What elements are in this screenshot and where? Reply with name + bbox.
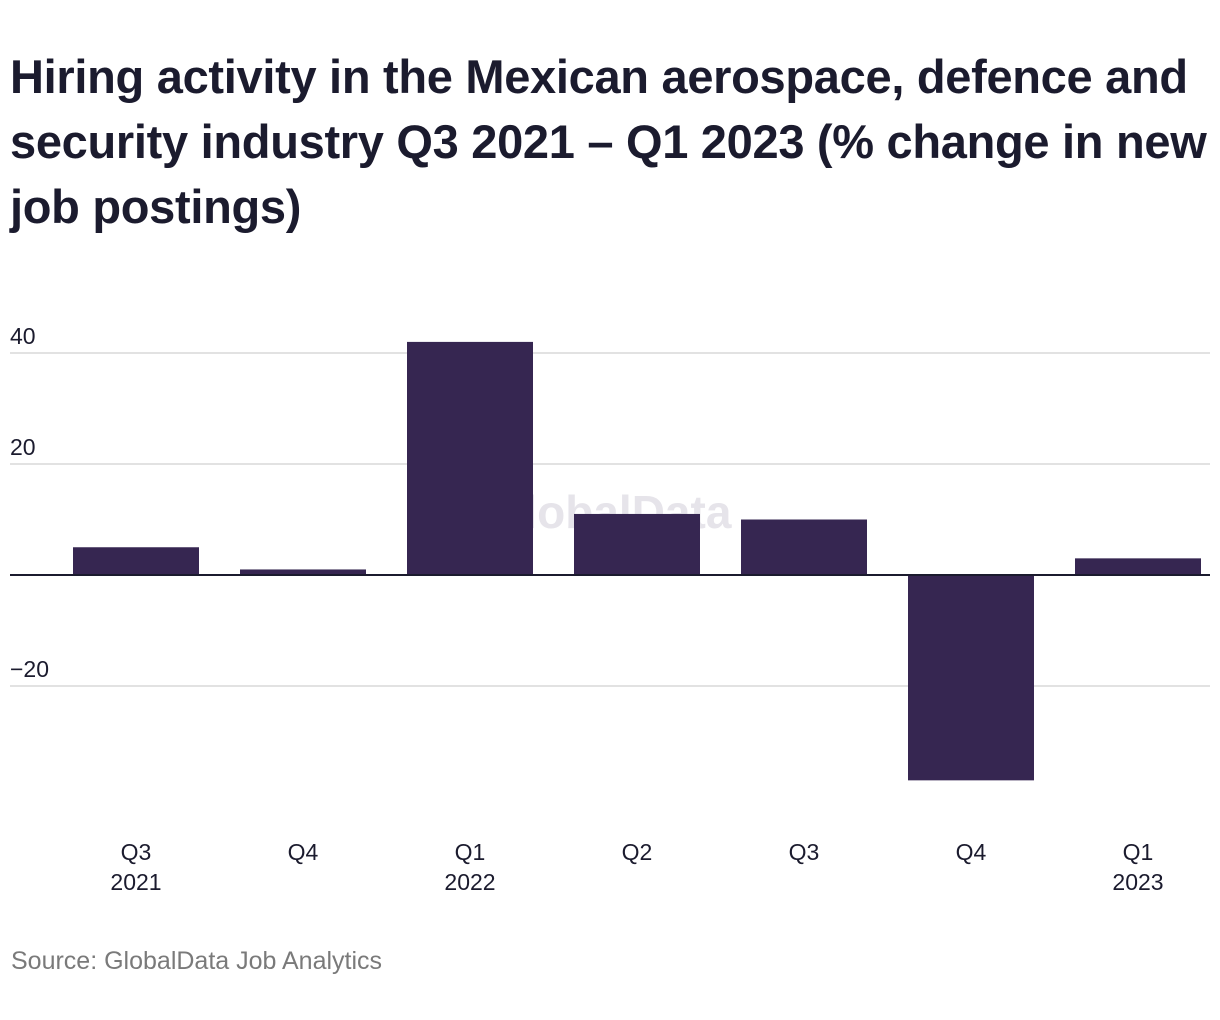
x-tick-label: Q3 — [121, 839, 152, 865]
y-tick-label: 40 — [10, 323, 36, 349]
bar — [908, 575, 1034, 781]
bar — [574, 513, 700, 575]
x-tick-label: 2022 — [444, 869, 495, 895]
y-axis-labels: 40 20 −20 — [10, 323, 49, 682]
x-tick-label: 2023 — [1112, 869, 1163, 895]
y-tick-label: 20 — [10, 434, 36, 460]
x-tick-label: 2021 — [110, 869, 161, 895]
bar — [1075, 558, 1201, 575]
chart-title: Hiring activity in the Mexican aerospace… — [10, 50, 1207, 233]
bars — [73, 341, 1201, 781]
x-axis-labels: Q3 2021 Q4 Q1 2022 Q2 Q3 Q4 Q1 2023 — [110, 839, 1163, 895]
x-tick-label: Q2 — [622, 839, 653, 865]
x-tick-label: Q3 — [789, 839, 820, 865]
y-tick-label: −20 — [10, 656, 49, 682]
x-tick-label: Q1 — [1123, 839, 1154, 865]
x-tick-label: Q1 — [455, 839, 486, 865]
bar — [240, 569, 366, 575]
x-tick-label: Q4 — [288, 839, 319, 865]
source-note: Source: GlobalData Job Analytics — [11, 947, 383, 975]
bar — [741, 519, 867, 575]
x-tick-label: Q4 — [956, 839, 987, 865]
bar — [73, 547, 199, 575]
bar — [407, 341, 533, 575]
